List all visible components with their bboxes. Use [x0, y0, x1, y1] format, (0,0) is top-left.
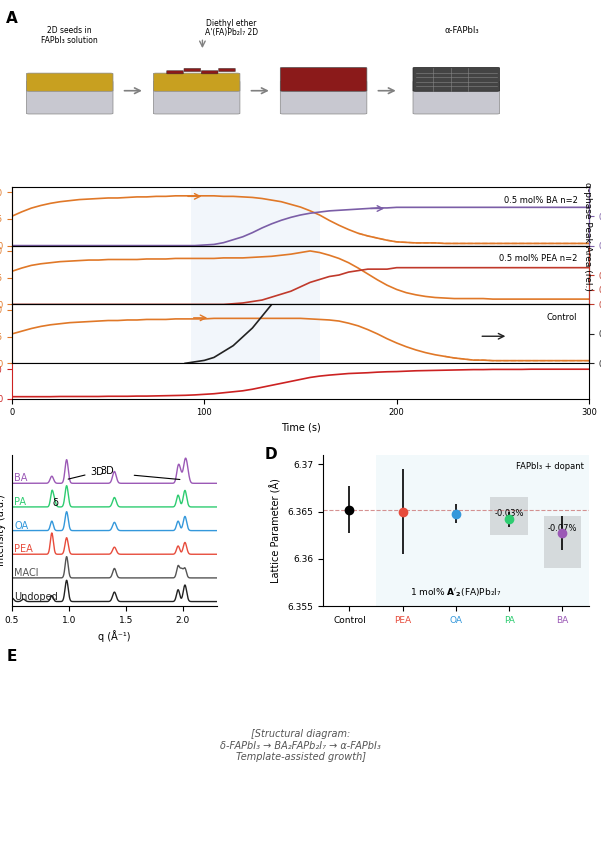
Text: -0.03%: -0.03% — [495, 509, 524, 519]
Bar — [376, 455, 589, 607]
Text: -0.07%: -0.07% — [548, 524, 577, 532]
Text: Diethyl ether: Diethyl ether — [206, 19, 257, 28]
FancyBboxPatch shape — [280, 81, 367, 114]
FancyBboxPatch shape — [26, 81, 113, 114]
Text: FAPbI₃ + dopant: FAPbI₃ + dopant — [516, 463, 584, 471]
Text: BA: BA — [14, 474, 28, 483]
FancyBboxPatch shape — [184, 69, 201, 72]
Bar — [490, 497, 528, 536]
Text: 2D seeds in
FAPbI₃ solution: 2D seeds in FAPbI₃ solution — [41, 26, 98, 46]
Y-axis label: Lattice Parameter (Å): Lattice Parameter (Å) — [270, 478, 282, 583]
Text: [Structural diagram:
δ-FAPbI₃ → BA₂FAPb₂I₇ → α-FAPbI₃
Template-assisted growth]: [Structural diagram: δ-FAPbI₃ → BA₂FAPb₂… — [220, 729, 381, 762]
Text: δ: δ — [53, 497, 59, 508]
Text: A'(FA)Pb₂I₇ 2D: A'(FA)Pb₂I₇ 2D — [205, 28, 258, 37]
FancyBboxPatch shape — [201, 70, 218, 74]
FancyBboxPatch shape — [219, 69, 236, 72]
Text: α-FAPbI₃: α-FAPbI₃ — [445, 26, 480, 35]
Text: Undoped: Undoped — [14, 591, 58, 602]
Text: 3D: 3D — [101, 466, 115, 475]
X-axis label: q (Å⁻¹): q (Å⁻¹) — [98, 630, 130, 642]
Text: 0.5 mol% PEA n=2: 0.5 mol% PEA n=2 — [499, 255, 578, 263]
FancyBboxPatch shape — [280, 68, 367, 91]
Bar — [191, 187, 320, 245]
X-axis label: Time (s): Time (s) — [281, 423, 320, 433]
Text: A: A — [6, 11, 18, 26]
FancyBboxPatch shape — [153, 73, 240, 91]
Text: D: D — [264, 448, 277, 463]
FancyBboxPatch shape — [413, 68, 499, 91]
Text: 0.5 mol% BA n=2: 0.5 mol% BA n=2 — [504, 195, 578, 205]
FancyBboxPatch shape — [26, 73, 113, 91]
Y-axis label: Intensity (a.u.): Intensity (a.u.) — [0, 495, 7, 567]
Text: 3D: 3D — [68, 467, 104, 479]
Text: Control: Control — [547, 313, 578, 322]
Bar — [191, 245, 320, 305]
Text: E: E — [6, 649, 17, 664]
FancyBboxPatch shape — [413, 81, 499, 114]
Bar — [544, 516, 581, 569]
Text: 1 mol% $\mathbf{A'_2}$(FA)Pb₂I₇: 1 mol% $\mathbf{A'_2}$(FA)Pb₂I₇ — [410, 586, 502, 599]
Ellipse shape — [29, 80, 110, 86]
Bar — [191, 305, 320, 363]
Text: MACl: MACl — [14, 568, 39, 578]
Text: OA: OA — [14, 521, 28, 530]
Text: PA: PA — [14, 497, 26, 507]
Text: α-phase Peak Area (rel.): α-phase Peak Area (rel.) — [583, 183, 592, 291]
FancyBboxPatch shape — [166, 70, 183, 74]
FancyBboxPatch shape — [153, 81, 240, 114]
Text: PEA: PEA — [14, 544, 33, 554]
